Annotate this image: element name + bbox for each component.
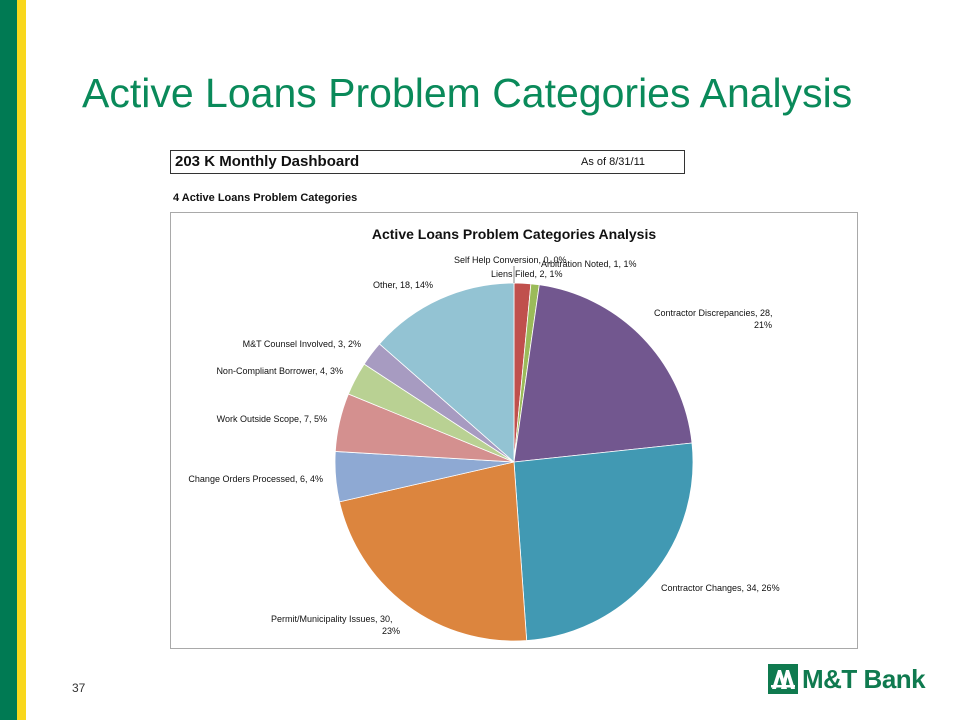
- pie-label-change-orders-processed: Change Orders Processed, 6, 4%: [188, 474, 323, 484]
- pie-chart-frame: Active Loans Problem Categories Analysis…: [170, 212, 858, 649]
- brand-name: M&T Bank: [802, 664, 926, 694]
- pie-label-arbitration-noted: Arbitration Noted, 1, 1%: [541, 259, 637, 269]
- dashboard-title: 203 K Monthly Dashboard: [175, 153, 360, 170]
- slide-title: Active Loans Problem Categories Analysis: [82, 70, 853, 116]
- chart-title: Active Loans Problem Categories Analysis: [372, 226, 656, 242]
- pie-slices: [334, 282, 694, 642]
- pie-label-work-outside-scope: Work Outside Scope, 7, 5%: [217, 414, 327, 424]
- mt-bank-logo: M&T Bank: [768, 663, 938, 695]
- brand-stripe-yellow: [17, 0, 26, 720]
- pie-slice-contractor-changes: [513, 442, 694, 641]
- pie-slice-contractor-discrepancies: [513, 284, 693, 463]
- page-number: 37: [72, 681, 86, 695]
- pie-labels: Self Help Conversion, 0, 0% Liens Filed, …: [188, 255, 779, 636]
- pie-label-m-t-counsel-involved: M&T Counsel Involved, 3, 2%: [243, 339, 361, 349]
- pie-label-non-compliant-borrower: Non-Compliant Borrower, 4, 3%: [216, 366, 343, 376]
- section-label: 4 Active Loans Problem Categories: [173, 192, 358, 204]
- brand-stripe-green: [0, 0, 17, 720]
- pie-label-other: Other, 18, 14%: [373, 280, 433, 290]
- pie-chart: Active Loans Problem Categories Analysis…: [188, 226, 780, 642]
- pie-slice-other: [378, 282, 515, 463]
- mt-bank-logo-icon: [768, 664, 798, 694]
- dashboard-header-box: 203 K Monthly Dashboard As of 8/31/11: [170, 150, 685, 174]
- pie-label-self-help-conversion: Self Help Conversion, 0, 0%: [454, 255, 567, 265]
- pie-label-permit-municipality-issues: Permit/Municipality Issues, 30, 23%: [271, 614, 400, 636]
- pie-label-liens-filed: Liens Filed, 2, 1%: [491, 269, 563, 279]
- dashboard-as-of-date: As of 8/31/11: [581, 156, 646, 168]
- pie-slice-permit-municipality-issues: [339, 461, 528, 642]
- pie-label-contractor-changes: Contractor Changes, 34, 26%: [661, 583, 780, 593]
- pie-label-contractor-discrepancies: Contractor Discrepancies, 28, 21%: [654, 308, 773, 330]
